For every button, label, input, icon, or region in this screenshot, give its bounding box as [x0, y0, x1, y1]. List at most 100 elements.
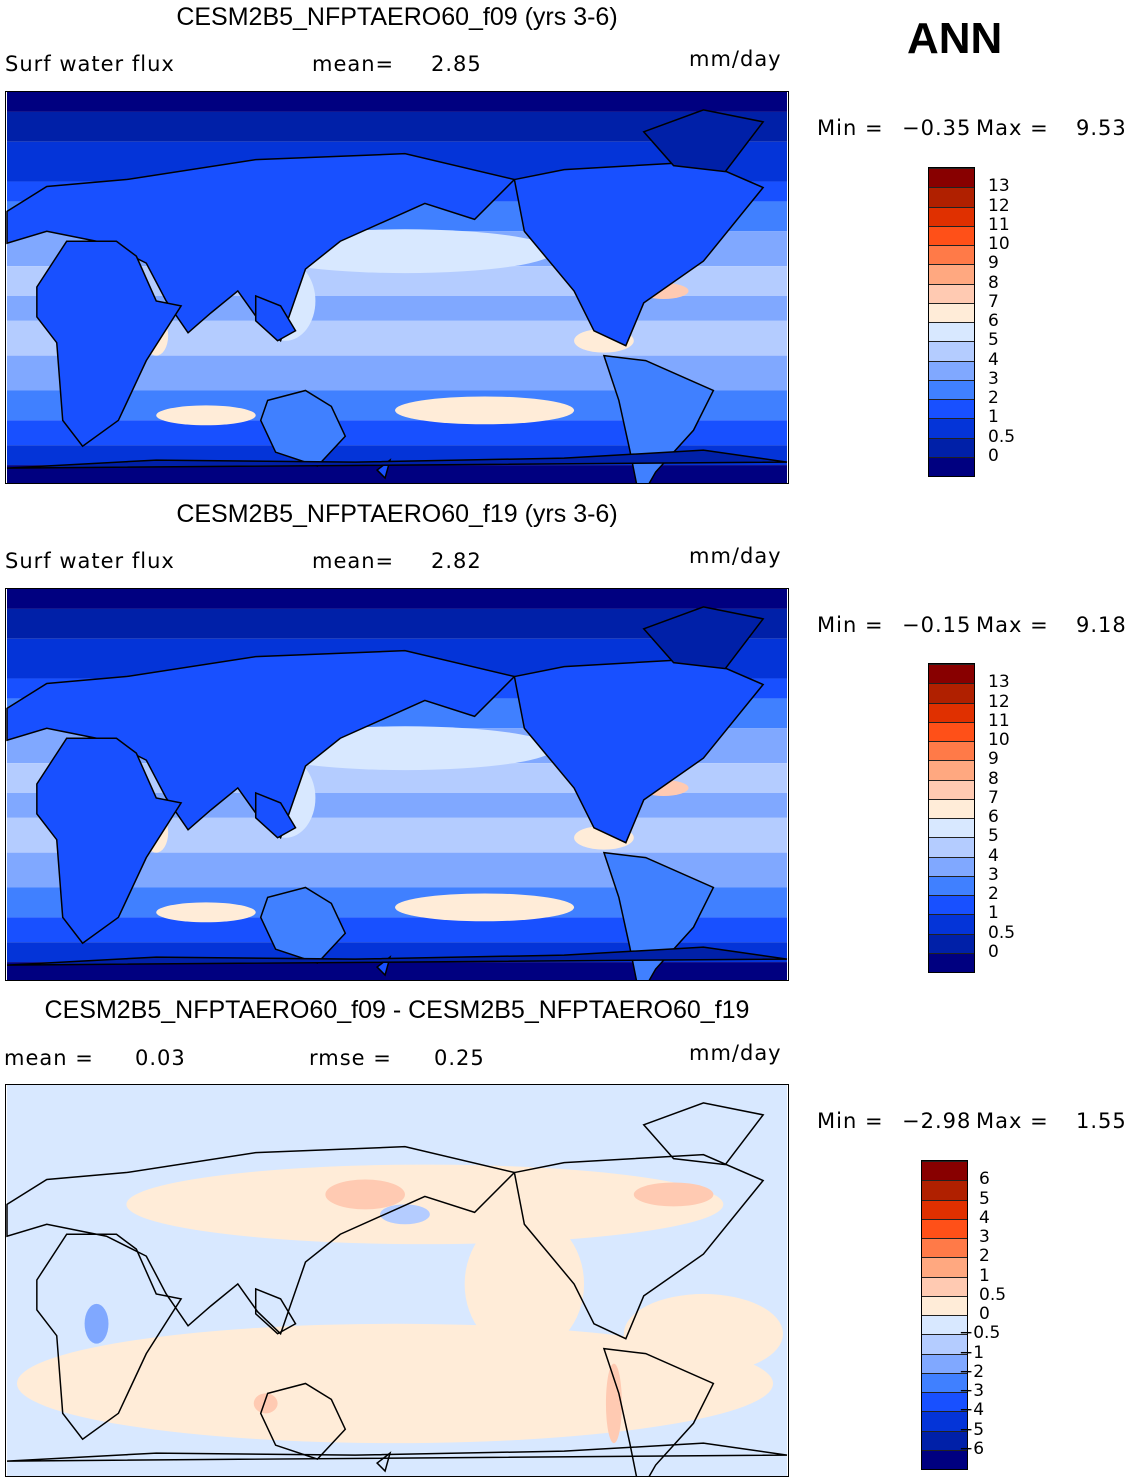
- colorbar-box: [929, 914, 974, 934]
- coastline: [513, 657, 765, 844]
- map-svg: [6, 92, 788, 483]
- map-svg: [6, 1085, 788, 1476]
- colorbar-tick-label: 4: [988, 845, 999, 866]
- panel-2-variable: Surf water flux: [5, 549, 175, 573]
- colorbar-box: [929, 437, 974, 457]
- colorbar-tick-label: −6: [959, 1438, 985, 1459]
- precip-contour: [156, 405, 256, 426]
- panel-3-mean-value: 0.03: [135, 1046, 186, 1070]
- colorbar-box: [929, 952, 974, 972]
- colorbar-box: [922, 1372, 967, 1392]
- precip-band: [6, 962, 788, 980]
- panel-3-units: mm/day: [689, 1041, 782, 1065]
- colorbar-box: [929, 302, 974, 322]
- colorbar-tick-label: 7: [988, 787, 999, 808]
- colorbar-box: [929, 225, 974, 245]
- colorbar-tick-label: 13: [988, 176, 1010, 197]
- colorbar-tick-label: 0: [988, 941, 999, 962]
- colorbar-box: [929, 341, 974, 361]
- precip-contour: [156, 902, 256, 923]
- colorbar-tick-label: 3: [988, 368, 999, 389]
- colorbar-tick-label: 6: [988, 311, 999, 331]
- panel-2-max-label: Max =: [976, 613, 1049, 637]
- colorbar-box: [929, 664, 974, 684]
- colorbar-tick-label: 9: [988, 253, 999, 274]
- colorbar-box: [922, 1180, 967, 1200]
- colorbar-box: [929, 779, 974, 799]
- panel-3-map: [5, 1084, 789, 1477]
- coastline: [602, 354, 715, 483]
- colorbar-tick-label: 1: [988, 903, 999, 924]
- colorbar-box: [929, 283, 974, 303]
- colorbar-tick-label: 0.5: [979, 1284, 1007, 1305]
- colorbar-tick-label: 10: [988, 234, 1010, 254]
- panel-1-variable: Surf water flux: [5, 52, 175, 76]
- colorbar-box: [922, 1392, 967, 1412]
- colorbar-tick-label: 1: [979, 1265, 990, 1286]
- colorbar-tick-label: 12: [988, 195, 1010, 216]
- coastline: [513, 160, 765, 347]
- panel-1-map: [5, 91, 789, 484]
- colorbar-box: [922, 1257, 967, 1277]
- colorbar-tick-label: 0.5: [988, 922, 1016, 943]
- panel-1-units: mm/day: [689, 47, 782, 71]
- colorbar-box: [929, 322, 974, 342]
- panel-2-mean-label: mean=: [312, 549, 395, 573]
- panel-1-colorbar: [928, 167, 975, 477]
- coastline: [602, 1347, 715, 1476]
- diff-contour: [84, 1303, 109, 1344]
- panel-2-max-value: 9.18: [1076, 613, 1127, 637]
- diff-contour: [253, 1393, 278, 1414]
- colorbar-box: [929, 379, 974, 399]
- colorbar-tick-label: 11: [988, 214, 1010, 235]
- colorbar-tick-label: 6: [988, 807, 999, 827]
- colorbar-box: [929, 683, 974, 703]
- diff-contour: [380, 1204, 430, 1225]
- colorbar-box: [929, 856, 974, 876]
- panel-3-max-label: Max =: [976, 1109, 1049, 1133]
- colorbar-tick-label: 2: [988, 884, 999, 904]
- panel-3-min-label: Min =: [817, 1109, 884, 1133]
- map-svg: [6, 589, 788, 980]
- panel-2-units: mm/day: [689, 544, 782, 568]
- coastline: [259, 886, 347, 964]
- colorbar-tick-label: 13: [988, 672, 1010, 693]
- panel-2-min-value: −0.15: [902, 613, 972, 637]
- colorbar-box: [922, 1199, 967, 1219]
- panel-2-mean-value: 2.82: [431, 549, 482, 573]
- colorbar-box: [922, 1161, 967, 1181]
- precip-contour: [395, 396, 575, 425]
- panel-2-title: CESM2B5_NFPTAERO60_f19 (yrs 3-6): [176, 500, 618, 528]
- diff-contour: [96, 1338, 276, 1389]
- colorbar-box: [929, 933, 974, 953]
- colorbar-box: [922, 1295, 967, 1315]
- diff-contour: [464, 1214, 585, 1354]
- colorbar-tick-label: 3: [979, 1227, 990, 1247]
- colorbar-tick-label: 2: [988, 388, 999, 408]
- panel-3-min-value: −2.98: [902, 1109, 972, 1133]
- panel-3-rmse-value: 0.25: [434, 1046, 485, 1070]
- coastline: [36, 240, 183, 448]
- coastline: [642, 1102, 765, 1166]
- panel-1-min-value: −0.35: [902, 116, 972, 140]
- precip-band: [6, 92, 788, 112]
- colorbar-box: [929, 818, 974, 838]
- panel-1-mean-label: mean=: [312, 52, 395, 76]
- coastline: [6, 946, 788, 966]
- colorbar-box: [929, 206, 974, 226]
- colorbar-tick-label: 8: [988, 272, 999, 293]
- panel-1-max-label: Max =: [976, 116, 1049, 140]
- colorbar-tick-label: 2: [979, 1246, 990, 1267]
- panel-1-title: CESM2B5_NFPTAERO60_f09 (yrs 3-6): [176, 3, 618, 31]
- colorbar-tick-label: 5: [988, 826, 999, 847]
- colorbar-tick-label: −4: [959, 1400, 985, 1421]
- diff-contour: [126, 1164, 724, 1245]
- colorbar-tick-label: −3: [959, 1381, 985, 1401]
- colorbar-box: [929, 245, 974, 265]
- colorbar-tick-label: 0.5: [988, 426, 1016, 447]
- diff-contour: [623, 1293, 784, 1374]
- coastline: [36, 1233, 183, 1441]
- precip-contour: [395, 893, 575, 922]
- colorbar-tick-label: −1: [959, 1342, 985, 1363]
- season-label: ANN: [907, 14, 1003, 63]
